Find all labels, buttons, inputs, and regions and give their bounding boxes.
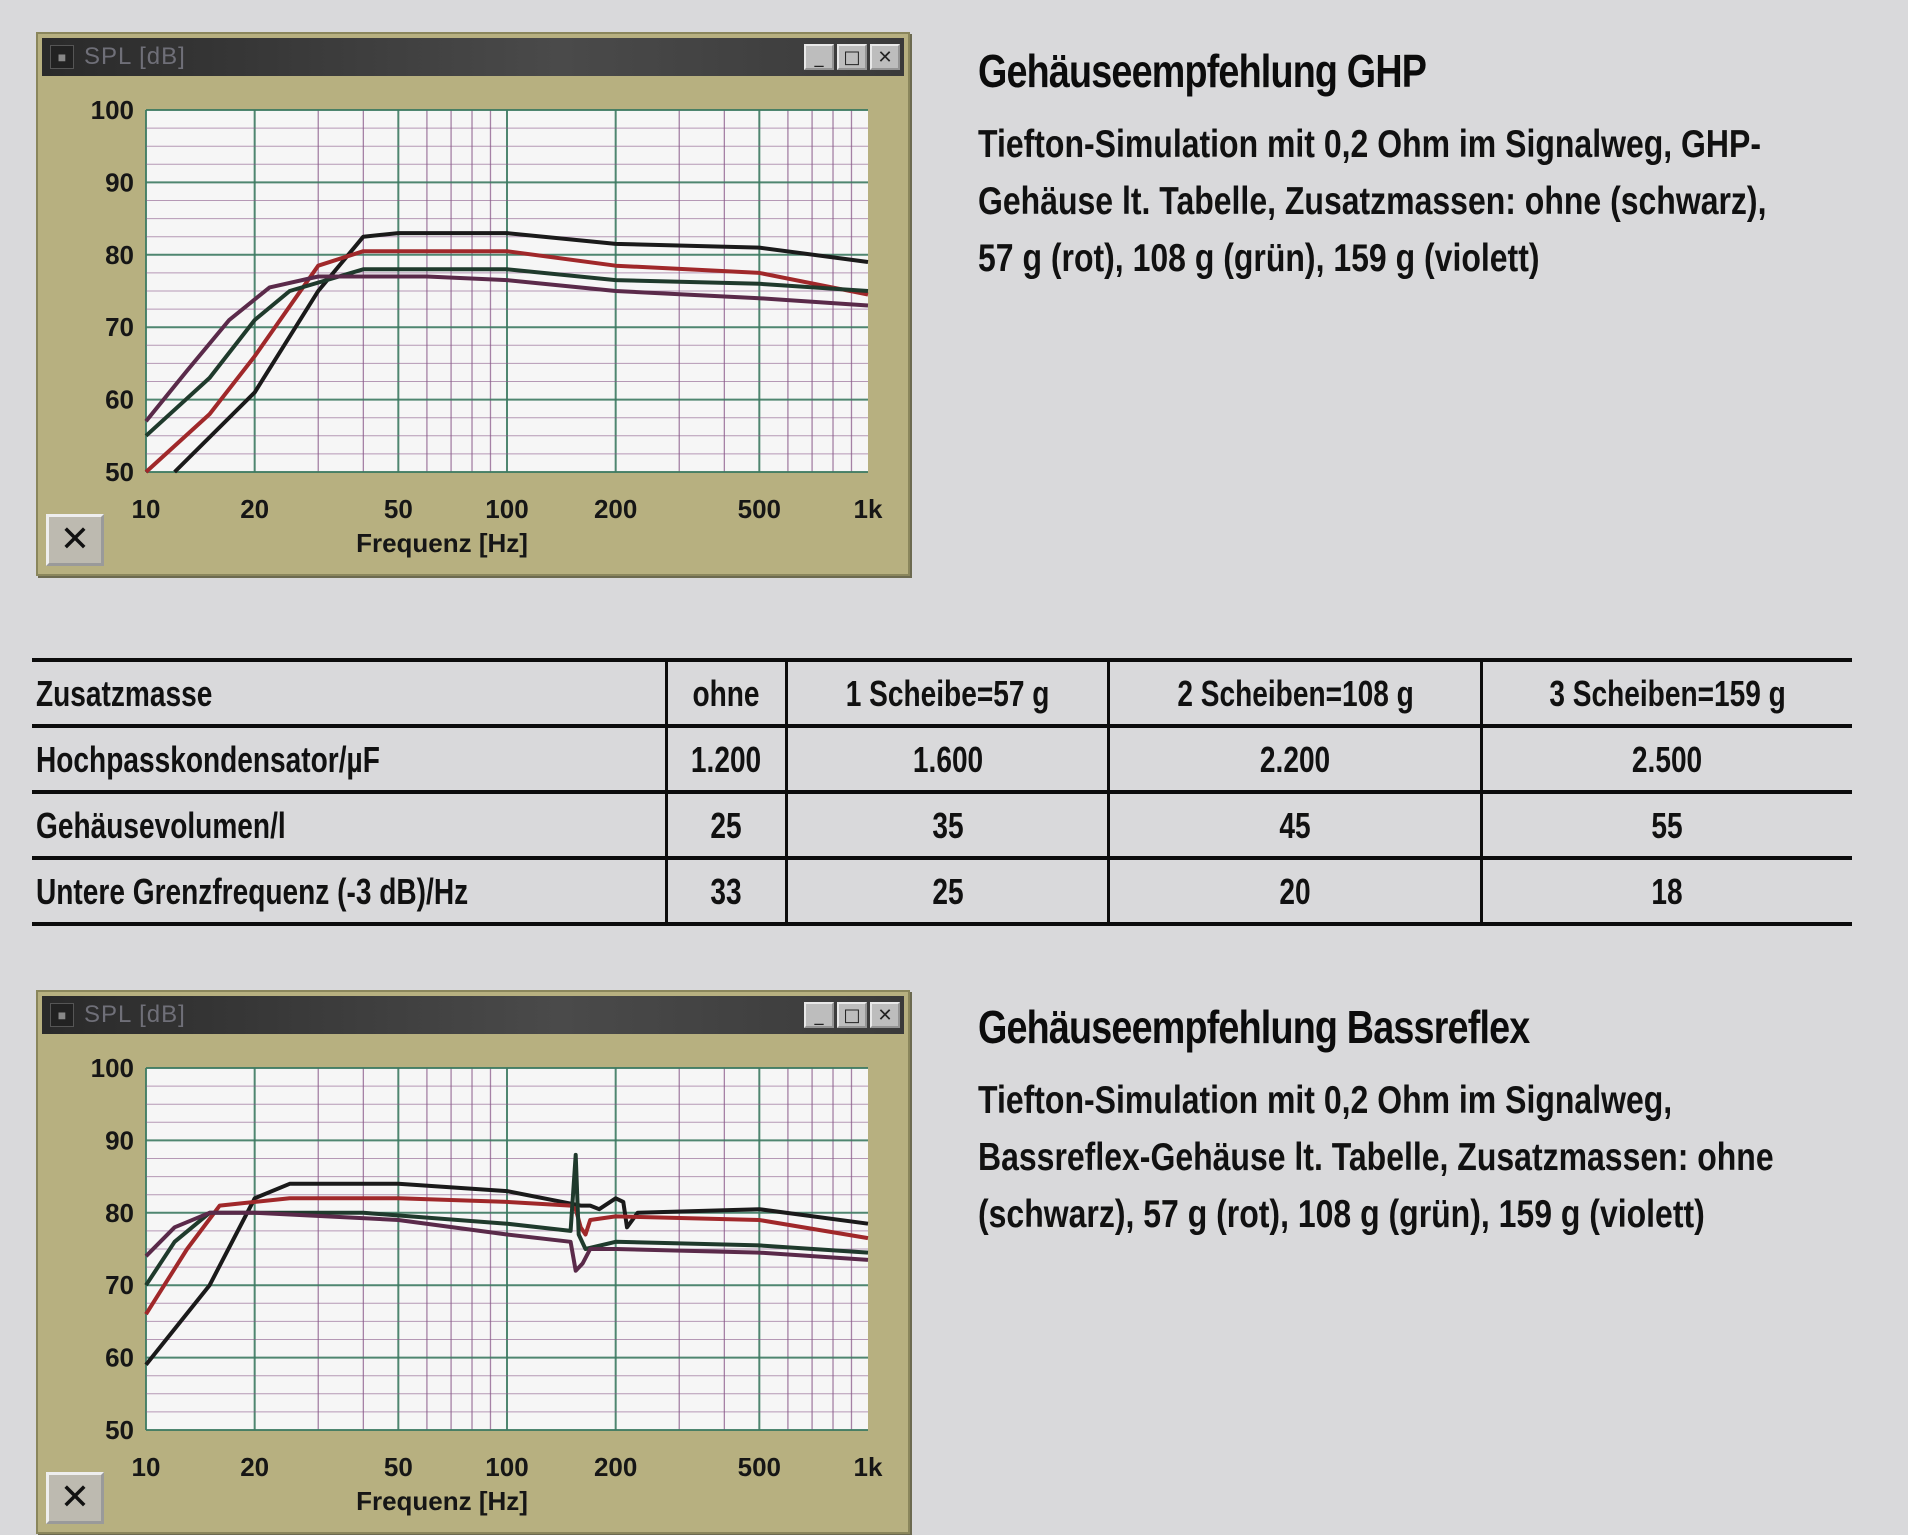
series-line-0 (173, 231, 869, 474)
close-x-button[interactable]: ✕ (46, 514, 104, 566)
table-cell: 35 (931, 805, 964, 846)
x-tick-label: 200 (594, 1452, 637, 1482)
table-header-cell: Zusatzmasse (36, 673, 213, 714)
grid (145, 109, 868, 473)
recommendation-table: Zusatzmasse ohne 1 Scheibe=57 g 2 Scheib… (32, 658, 1852, 926)
window-titlebar[interactable]: ■ SPL [dB] _ □ ✕ (42, 38, 904, 76)
table-cell: 2.200 (1259, 739, 1331, 780)
table-cell: Untere Grenzfrequenz (-3 dB)/Hz (36, 871, 469, 912)
y-tick-label: 100 (91, 95, 134, 125)
caption-text: Tiefton-Simulation mit 0,2 Ohm im Signal… (978, 1079, 1774, 1236)
spl-window-bassreflex: ■ SPL [dB] _ □ ✕ 50 60 70 80 90 100 10 20 50 100 2… (36, 990, 910, 1534)
x-tick-label: 1k (854, 1452, 883, 1482)
window-titlebar[interactable]: ■ SPL [dB] _ □ ✕ (42, 996, 904, 1034)
spl-chart-ghp: 50 60 70 80 90 100 10 20 50 100 200 500 1k Frequenz [… (91, 95, 883, 558)
y-tick-label: 50 (105, 457, 134, 487)
caption-text: Tiefton-Simulation mit 0,2 Ohm im Signal… (978, 123, 1767, 280)
maximize-button[interactable]: □ (837, 44, 867, 70)
y-tick-label: 100 (91, 1053, 134, 1083)
x-tick-label: 10 (132, 1452, 161, 1482)
spl-window-ghp: ■ SPL [dB] _ □ ✕ 50 60 70 80 90 100 10 20 50 100 2… (36, 32, 910, 576)
table-header-cell: 3 Scheiben=159 g (1549, 673, 1786, 714)
table-cell: Hochpasskondensator/µF (36, 739, 380, 780)
caption-title: Gehäuseempfehlung Bassreflex (978, 1001, 1530, 1053)
table-cell: 25 (931, 871, 964, 912)
table-cell: 1.200 (691, 739, 762, 780)
close-button[interactable]: ✕ (870, 1002, 900, 1028)
maximize-button[interactable]: □ (837, 1002, 867, 1028)
table-header-cell: 1 Scheibe=57 g (845, 673, 1050, 714)
series-line-3 (144, 274, 869, 423)
y-tick-label: 90 (105, 1125, 134, 1155)
x-tick-label: 100 (485, 494, 528, 524)
table-header-cell: ohne (692, 673, 760, 714)
spl-chart-bassreflex: 50 60 70 80 90 100 10 20 50 100 200 500 1k Frequenz [… (91, 1053, 883, 1516)
x-tick-label: 50 (384, 1452, 413, 1482)
x-axis-label: Frequenz [Hz] (356, 1486, 528, 1516)
x-tick-label: 500 (738, 494, 781, 524)
minimize-button[interactable]: _ (804, 1002, 834, 1028)
window-title: SPL [dB] (84, 43, 186, 70)
y-tick-label: 60 (105, 385, 134, 415)
table-header-cell: 2 Scheiben=108 g (1176, 673, 1414, 714)
y-tick-label: 90 (105, 167, 134, 197)
table-cell: 18 (1651, 871, 1684, 912)
x-tick-label: 1k (854, 494, 883, 524)
table-cell: 1.600 (912, 739, 983, 780)
x-tick-label: 500 (738, 1452, 781, 1482)
table-cell: 45 (1279, 805, 1311, 846)
y-tick-label: 70 (105, 1270, 134, 1300)
x-tick-label: 50 (384, 494, 413, 524)
table-row: Untere Grenzfrequenz (-3 dB)/Hz 33 25 20… (32, 858, 1852, 926)
y-tick-label: 50 (105, 1415, 134, 1445)
window-system-icon[interactable]: ■ (50, 45, 74, 69)
grid (145, 1067, 868, 1431)
y-tick-label: 60 (105, 1343, 134, 1373)
x-tick-label: 20 (240, 494, 269, 524)
series-line-2 (144, 1152, 869, 1287)
caption-bassreflex: Gehäuseempfehlung Bassreflex Tiefton-Sim… (978, 1000, 1808, 1243)
minimize-button[interactable]: _ (804, 44, 834, 70)
x-tick-label: 200 (594, 494, 637, 524)
close-button[interactable]: ✕ (870, 44, 900, 70)
window-system-icon[interactable]: ■ (50, 1003, 74, 1027)
x-tick-label: 20 (240, 1452, 269, 1482)
series-line-3 (144, 1210, 869, 1273)
table-cell: 55 (1651, 805, 1684, 846)
x-tick-label: 100 (485, 1452, 528, 1482)
series-line-1 (144, 249, 869, 474)
series-line-2 (144, 267, 869, 438)
table-cell: 25 (710, 805, 743, 846)
y-tick-label: 70 (105, 312, 134, 342)
table-row: Hochpasskondensator/µF 1.200 1.600 2.200… (32, 726, 1852, 794)
close-x-button[interactable]: ✕ (46, 1472, 104, 1524)
caption-title: Gehäuseempfehlung GHP (978, 45, 1427, 97)
caption-ghp: Gehäuseempfehlung GHP Tiefton-Simulation… (978, 44, 1808, 287)
y-tick-label: 80 (105, 1198, 134, 1228)
table-cell: 33 (710, 871, 743, 912)
x-axis-label: Frequenz [Hz] (356, 528, 528, 558)
table-cell: 20 (1279, 871, 1311, 912)
window-title: SPL [dB] (84, 1001, 186, 1028)
table-cell: Gehäusevolumen/l (36, 805, 286, 846)
table-header-row: Zusatzmasse ohne 1 Scheibe=57 g 2 Scheib… (32, 658, 1852, 728)
x-tick-label: 10 (132, 494, 161, 524)
table-cell: 2.500 (1632, 739, 1703, 780)
y-tick-label: 80 (105, 240, 134, 270)
table-row: Gehäusevolumen/l 25 35 45 55 (32, 792, 1852, 860)
